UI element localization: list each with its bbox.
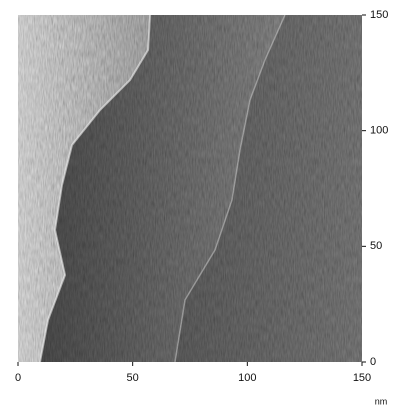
x-tick-label: 100	[238, 372, 256, 384]
step-edge	[39, 15, 151, 362]
y-tick-label: 150	[370, 9, 388, 21]
x-tick-label: 50	[127, 372, 139, 384]
x-tick-label: 0	[15, 372, 21, 384]
scan-image	[18, 15, 362, 362]
y-tick-label: 50	[370, 240, 382, 252]
x-tick-label: 150	[353, 372, 371, 384]
y-tick-label: 0	[370, 356, 376, 368]
terrace-left	[18, 15, 150, 362]
x-axis-label: nm	[375, 396, 388, 406]
terrace-middle	[40, 15, 285, 362]
y-tick-label: 100	[370, 125, 388, 137]
step-edge	[174, 15, 286, 362]
